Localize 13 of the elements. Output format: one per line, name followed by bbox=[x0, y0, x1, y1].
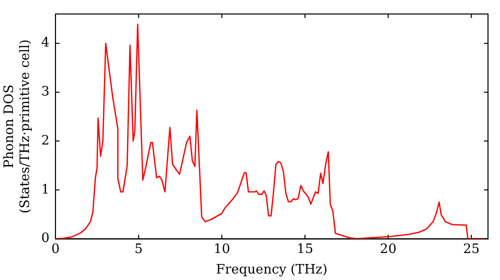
x-tick-label: 20 bbox=[380, 242, 396, 257]
x-tick-label: 25 bbox=[463, 242, 480, 257]
x-tick-label: 5 bbox=[134, 242, 143, 257]
y-axis-title: Phonon DOS (States/THz·primitive cell) bbox=[2, 39, 33, 214]
x-axis-title: Frequency (THz) bbox=[216, 262, 328, 278]
y-tick-label: 1 bbox=[41, 182, 50, 198]
x-tick-label: 10 bbox=[214, 242, 230, 257]
y-tick-label: 2 bbox=[41, 133, 50, 148]
y-tick-label: 4 bbox=[41, 36, 50, 51]
x-tick-label: 15 bbox=[296, 242, 314, 257]
x-tick-label: 0 bbox=[51, 242, 60, 257]
y-tick-label: 0 bbox=[41, 231, 50, 246]
y-tick-label: 3 bbox=[41, 84, 50, 100]
